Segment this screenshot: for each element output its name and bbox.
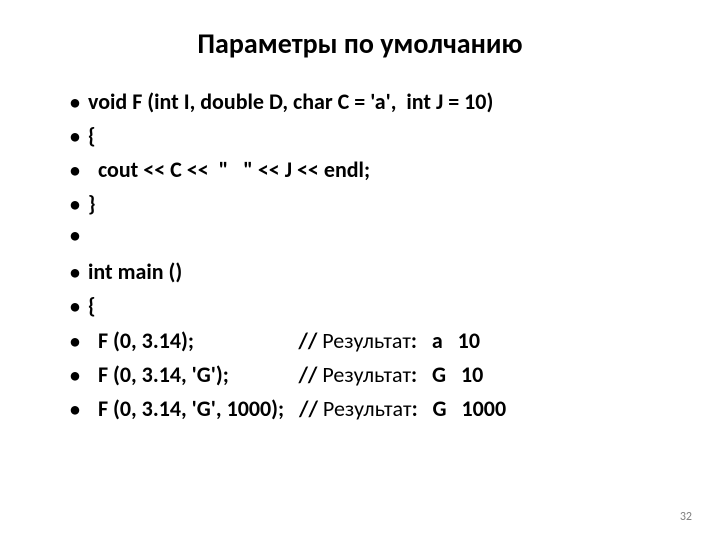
bullet-marker-icon: • — [70, 190, 88, 221]
bullet-text: } — [88, 187, 96, 221]
text-segment: } — [88, 190, 96, 217]
text-segment: Результат — [322, 361, 411, 388]
bullet-item: •} — [70, 187, 670, 221]
bullet-text: { — [88, 289, 101, 323]
bullet-item: • — [70, 221, 670, 255]
text-segment: Результат — [322, 327, 411, 354]
bullet-marker-icon: • — [70, 122, 88, 153]
text-segment: : a 10 — [411, 327, 480, 354]
bullet-item: •void F (int I, double D, char C = 'a', … — [70, 85, 670, 119]
bullet-item: • F (0, 3.14); // Результат: a 10 — [70, 324, 670, 358]
slide-title: Параметры по умолчанию — [0, 0, 720, 85]
bullet-marker-icon: • — [70, 258, 88, 289]
bullet-marker-icon: • — [70, 156, 88, 187]
bullet-text: F (0, 3.14, 'G', 1000); // Результат: G … — [88, 392, 506, 426]
text-segment: F (0, 3.14, 'G', 1000); // — [88, 395, 323, 422]
bullet-item: • F (0, 3.14, 'G'); // Результат: G 10 — [70, 358, 670, 392]
bullet-marker-icon: • — [70, 292, 88, 323]
bullet-marker-icon: • — [70, 361, 88, 392]
bullet-text: F (0, 3.14); // Результат: a 10 — [88, 324, 480, 358]
bullet-list: •void F (int I, double D, char C = 'a', … — [0, 85, 720, 426]
text-segment: int main () — [88, 258, 182, 285]
bullet-marker-icon: • — [70, 327, 88, 358]
page-number: 32 — [680, 510, 692, 524]
bullet-text: F (0, 3.14, 'G'); // Результат: G 10 — [88, 358, 483, 392]
bullet-marker-icon: • — [70, 88, 88, 119]
bullet-text: void F (int I, double D, char C = 'a', i… — [88, 85, 493, 119]
bullet-item: •{ — [70, 289, 670, 323]
text-segment: F (0, 3.14); // — [88, 327, 322, 354]
bullet-item: •{ — [70, 119, 670, 153]
bullet-item: •int main () — [70, 255, 670, 289]
slide: Параметры по умолчанию •void F (int I, d… — [0, 0, 720, 540]
text-segment: cout << C << " " << J << endl; — [88, 156, 370, 183]
bullet-text: int main () — [88, 255, 182, 289]
bullet-text: { — [88, 119, 96, 153]
bullet-item: • cout << C << " " << J << endl; — [70, 153, 670, 187]
bullet-marker-icon: • — [70, 221, 88, 252]
text-segment: Результат — [323, 395, 412, 422]
text-segment: : G 1000 — [412, 395, 507, 422]
text-segment: : G 10 — [411, 361, 483, 388]
text-segment: { — [88, 122, 96, 149]
text-segment: { — [88, 292, 101, 319]
bullet-marker-icon: • — [70, 395, 88, 426]
text-segment: F (0, 3.14, 'G'); // — [88, 361, 322, 388]
bullet-item: • F (0, 3.14, 'G', 1000); // Результат: … — [70, 392, 670, 426]
text-segment: void F (int I, double D, char C = 'a', i… — [88, 88, 493, 115]
bullet-text: cout << C << " " << J << endl; — [88, 153, 370, 187]
